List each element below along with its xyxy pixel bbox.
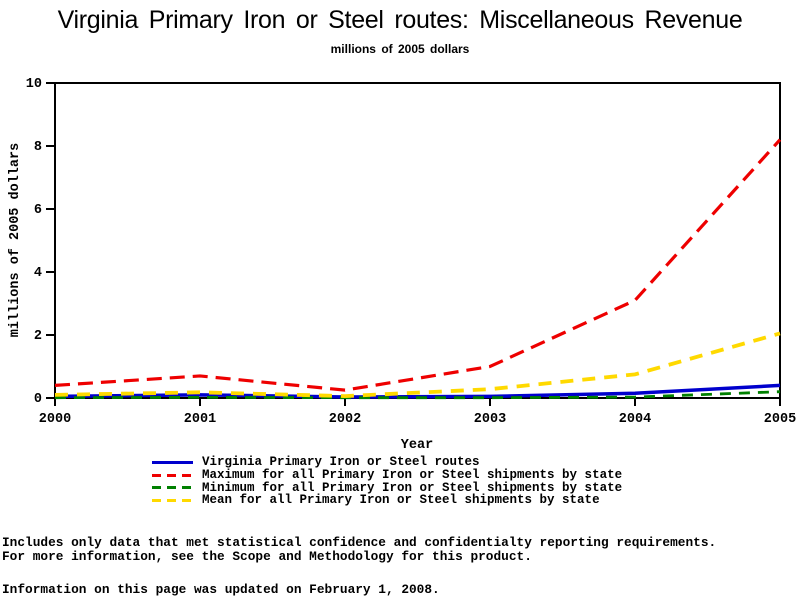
- y-tick-label: 10: [26, 77, 42, 92]
- legend-line-swatch-minimum: [152, 486, 193, 490]
- y-axis-labels: 0 2 4 6 8 10: [26, 77, 42, 407]
- x-axis-ticks: [54, 398, 781, 406]
- footnote-line: For more information, see the Scope and …: [2, 548, 532, 564]
- x-tick-label: 2003: [474, 412, 506, 427]
- legend-line-swatch-maximum: [152, 473, 193, 477]
- y-tick-label: 0: [34, 392, 42, 407]
- x-tick-label: 2000: [39, 412, 71, 427]
- series-line-2: [54, 390, 781, 400]
- updated-note: Information on this page was updated on …: [2, 582, 440, 597]
- footnote-line: Includes only data that met statistical …: [2, 535, 717, 550]
- legend-item: Mean for all Primary Iron or Steel shipm…: [152, 494, 622, 507]
- chart-title: Virginia Primary Iron or Steel routes: M…: [57, 6, 743, 34]
- plot-frame: [54, 82, 781, 399]
- legend-item: Minimum for all Primary Iron or Steel sh…: [152, 480, 623, 495]
- x-tick-label: 2005: [764, 412, 796, 427]
- plot-area: 0 2 4 6 8 10 2000 2001 2002 2003 2004 20…: [8, 77, 796, 450]
- y-tick-label: 6: [34, 203, 42, 218]
- legend-item: Virginia Primary Iron or Steel routes: [152, 456, 622, 469]
- series-line-3: [54, 331, 781, 399]
- chart-subtitle: millions of 2005 dollars: [330, 42, 470, 56]
- footnote-block: Includes only data that met statistical …: [2, 536, 716, 563]
- y-tick-label: 8: [34, 140, 42, 155]
- legend-line-swatch-mean: [152, 499, 193, 503]
- legend-label: Mean for all Primary Iron or Steel shipm…: [202, 493, 600, 508]
- y-tick-label: 2: [34, 329, 42, 344]
- legend-label: Maximum for all Primary Iron or Steel sh…: [202, 467, 623, 482]
- y-axis-ticks: [46, 82, 55, 399]
- x-tick-label: 2001: [184, 412, 216, 427]
- legend-line-swatch-virginia: [152, 460, 193, 464]
- x-axis-title: Year: [401, 438, 433, 450]
- y-axis-title: millions of 2005 dollars: [8, 143, 23, 337]
- x-axis-labels: 2000 2001 2002 2003 2004 2005: [39, 412, 796, 427]
- series-lines: [54, 138, 782, 400]
- legend-item: Maximum for all Primary Iron or Steel sh…: [152, 467, 623, 482]
- x-tick-label: 2004: [619, 412, 651, 427]
- x-tick-label: 2002: [329, 412, 361, 427]
- legend: Virginia Primary Iron or Steel routes Ma…: [152, 456, 622, 507]
- series-line-1: [54, 138, 782, 392]
- y-tick-label: 4: [34, 266, 42, 281]
- legend-label: Virginia Primary Iron or Steel routes: [202, 455, 480, 469]
- legend-label: Minimum for all Primary Iron or Steel sh…: [202, 480, 623, 495]
